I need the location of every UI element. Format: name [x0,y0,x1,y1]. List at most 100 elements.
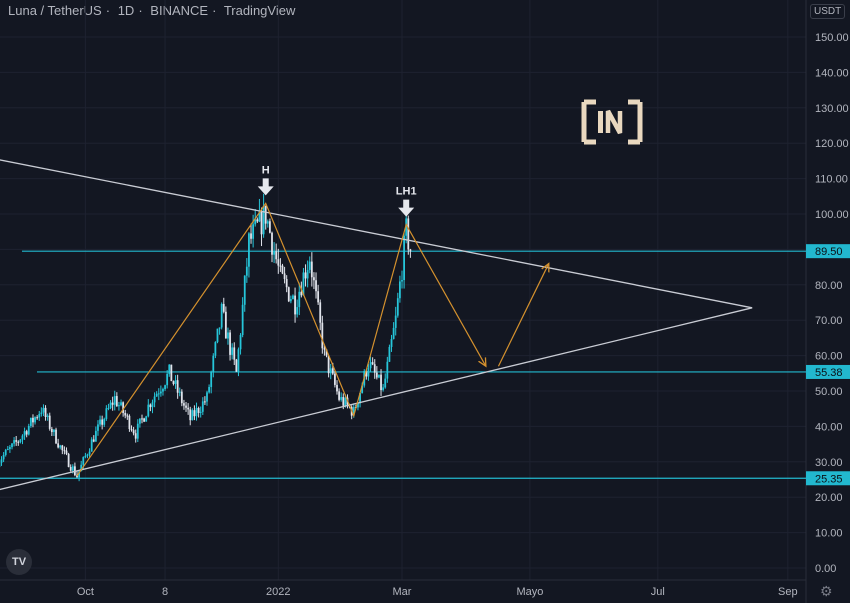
down-arrow-icon [257,178,274,196]
candle-body [266,221,269,224]
candle-body [6,448,9,450]
interval-label[interactable]: 1D [117,3,135,18]
candle-body [149,404,152,408]
candle-body [90,439,93,452]
candle-body [151,402,154,408]
candle-body [367,368,370,377]
candle-body [294,295,296,315]
candle-body [107,408,110,410]
candle-body [243,275,246,305]
candle-body [157,393,160,395]
y-tick-label: 100.00 [815,209,849,221]
currency-button[interactable]: USDT [810,4,846,19]
candle-body [325,349,328,356]
candle-body [191,410,194,421]
candle-body [264,205,267,224]
candle-body [178,391,181,393]
candle-body [390,339,393,347]
candle-body [183,403,185,406]
y-tick-label: 40.00 [815,421,843,433]
y-tick-label: 80.00 [815,280,843,292]
candle-body [48,415,51,429]
candle-body [29,417,32,426]
candle-body [141,418,143,420]
candle-body [153,396,156,403]
source-label: TradingView [223,3,296,18]
candle-body [21,435,24,440]
candle-body [61,445,64,451]
candle-body [338,391,340,400]
candle-body [38,413,41,418]
candle-body [67,453,70,467]
price-label-text: 25.35 [815,473,843,485]
candle-body [170,364,173,382]
y-tick-label: 20.00 [815,492,843,504]
triangle-trendline [0,307,753,491]
candle-body [139,418,141,424]
candle-body [97,424,99,431]
candle-body [237,349,240,372]
candle-body [258,210,261,222]
candle-body [53,429,55,433]
candle-body [269,221,271,233]
gear-icon[interactable]: ⚙ [820,583,833,599]
candle-body [187,407,190,410]
candle-body [76,475,78,478]
candle-body [109,402,112,409]
candle-body [162,389,164,392]
candle-body [120,402,122,406]
candle-body [208,387,210,393]
candle-body [164,385,166,390]
candle-body [185,405,187,408]
candle-body [302,272,305,296]
candle-body [126,415,129,417]
candle-body [233,347,236,360]
candle-body [59,445,62,448]
candle-body [216,328,219,343]
candle-body [273,251,275,255]
candle-body [145,416,148,422]
price-label-box [806,244,850,259]
candle-body [371,362,374,365]
candle-body [34,417,36,423]
candle-body [394,315,397,328]
x-tick-label: Jul [651,586,665,598]
candle-body [11,443,13,448]
candle-body [235,359,238,372]
candle-body [122,402,125,413]
candle-body [334,373,336,385]
candle-body [103,418,106,425]
candle-body [78,471,80,478]
candle-body [241,304,244,335]
candle-body [361,385,364,393]
x-tick-label: Mar [393,586,412,598]
tradingview-logo-icon[interactable]: TV [6,549,32,575]
candle-body [380,374,382,391]
x-tick-label: 8 [162,586,168,598]
candle-body [50,428,53,433]
candle-body [229,332,231,355]
candle-body [176,380,179,393]
price-label-text: 55.38 [815,367,843,379]
candle-body [409,249,412,252]
candle-body [329,368,332,374]
candle-body [115,396,118,407]
candle-body [227,332,229,339]
candle-body [113,396,116,405]
watermark-logo-icon [581,99,643,145]
x-tick-label: Oct [77,586,94,598]
candle-body [166,373,169,386]
symbol-label[interactable]: Luna / TetherUS [8,3,102,18]
y-tick-label: 130.00 [815,103,849,115]
candle-body [407,218,410,250]
candle-body [101,419,104,425]
candle-body [155,393,158,397]
candle-body [25,431,28,435]
y-tick-label: 120.00 [815,138,849,150]
candle-body [287,287,290,302]
projection-path-up [497,264,548,367]
candle-body [403,235,405,281]
candle-body [9,447,11,449]
candle-body [279,265,282,267]
